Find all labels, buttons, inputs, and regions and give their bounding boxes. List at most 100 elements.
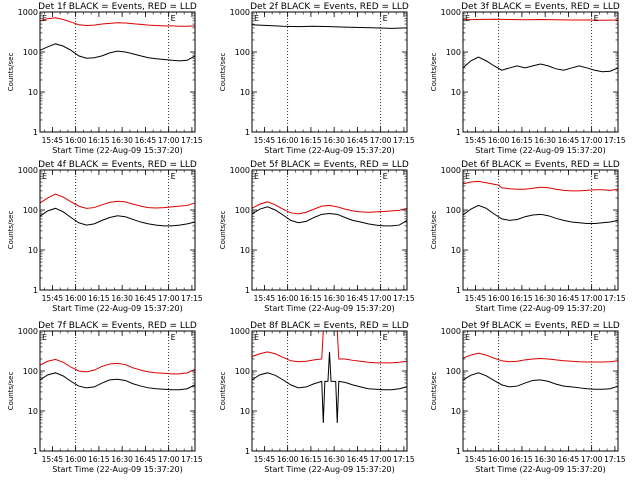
e-marker-left: E <box>254 14 259 23</box>
y-tick-label: 1000 <box>441 8 461 17</box>
x-tick-label: 17:00 <box>158 455 180 464</box>
e-marker-left: E <box>42 14 47 23</box>
x-tick-label: 16:15 <box>300 294 322 303</box>
x-axis-label: Start Time (22-Aug-09 15:37:20) <box>475 465 606 474</box>
x-tick-label: 15:45 <box>254 455 276 464</box>
e-marker-right: E <box>383 14 388 23</box>
x-tick-label: 15:45 <box>465 455 487 464</box>
y-tick-label: 10 <box>451 246 461 255</box>
x-tick-label: 17:00 <box>581 455 603 464</box>
panel-8: Det 8f BLACK = Events, RED = LLD 1 10 100 10… <box>219 321 415 474</box>
y-tick-label: 1000 <box>230 327 250 336</box>
x-tick-label: 16:15 <box>88 455 110 464</box>
y-tick-label: 100 <box>446 206 461 215</box>
x-tick-label: 16:00 <box>277 294 299 303</box>
x-tick-label: 16:00 <box>277 136 299 145</box>
x-tick-label: 15:45 <box>42 294 64 303</box>
series-lld-line <box>462 180 619 192</box>
x-tick-label: 17:15 <box>181 294 203 303</box>
x-tick-label: 17:00 <box>370 294 392 303</box>
y-tick-label: 100 <box>446 367 461 376</box>
x-tick-label: 16:30 <box>534 294 556 303</box>
x-axis-label: Start Time (22-Aug-09 15:37:20) <box>264 465 395 474</box>
e-marker-right: E <box>594 172 599 181</box>
x-tick-label: 15:45 <box>254 294 276 303</box>
x-axis-label: Start Time (22-Aug-09 15:37:20) <box>475 304 606 313</box>
x-tick-label: 16:30 <box>111 294 133 303</box>
y-tick-label: 10 <box>240 407 250 416</box>
x-axis-label: Start Time (22-Aug-09 15:37:20) <box>264 146 395 155</box>
x-tick-label: 17:15 <box>604 136 626 145</box>
x-tick-label: 17:00 <box>370 136 392 145</box>
y-tick-label: 100 <box>235 48 250 57</box>
x-tick-label: 17:00 <box>370 455 392 464</box>
e-marker-left: E <box>42 333 47 342</box>
x-tick-label: 17:00 <box>158 294 180 303</box>
panel-7: Det 7f BLACK = Events, RED = LLD 1 10 100 10… <box>7 321 203 474</box>
x-tick-label: 17:00 <box>581 136 603 145</box>
series-events-line <box>462 56 619 73</box>
e-marker-right: E <box>594 333 599 342</box>
y-tick-label: 100 <box>446 48 461 57</box>
y-tick-label: 1000 <box>230 166 250 175</box>
y-tick-label: 1 <box>33 447 38 456</box>
y-tick-label: 1 <box>33 128 38 137</box>
x-tick-label: 17:15 <box>181 136 203 145</box>
y-tick-label: 1 <box>456 447 461 456</box>
x-tick-label: 16:00 <box>488 294 510 303</box>
panel-6: Det 6f BLACK = Events, RED = LLD 1 10 100 10… <box>430 160 626 313</box>
e-marker-left: E <box>42 172 47 181</box>
y-tick-label: 1000 <box>18 8 38 17</box>
x-tick-label: 16:00 <box>488 455 510 464</box>
y-axis-label: Counts/sec <box>430 53 438 92</box>
x-tick-label: 15:45 <box>42 455 64 464</box>
series-lld-line <box>39 17 196 27</box>
x-tick-label: 16:30 <box>111 136 133 145</box>
x-tick-label: 16:45 <box>558 455 580 464</box>
x-tick-label: 16:15 <box>511 136 533 145</box>
x-tick-label: 16:30 <box>323 136 345 145</box>
y-axis-label: Counts/sec <box>7 53 15 92</box>
series-events-line <box>251 24 408 29</box>
x-tick-label: 16:45 <box>347 294 369 303</box>
y-axis-label: Counts/sec <box>219 372 227 411</box>
e-marker-left: E <box>465 14 470 23</box>
series-events-line <box>39 372 196 391</box>
e-marker-right: E <box>383 172 388 181</box>
panel-9: Det 9f BLACK = Events, RED = LLD 1 10 100 10… <box>430 321 626 474</box>
x-tick-label: 15:45 <box>465 294 487 303</box>
e-marker-right: E <box>171 172 176 181</box>
y-tick-label: 1000 <box>18 166 38 175</box>
plot-frame <box>39 330 196 452</box>
series-lld-line <box>462 18 619 21</box>
series-lld-line <box>39 193 196 209</box>
y-tick-label: 1 <box>456 128 461 137</box>
y-tick-label: 100 <box>23 367 38 376</box>
x-tick-label: 17:15 <box>604 294 626 303</box>
series-events-line <box>251 351 408 424</box>
y-tick-label: 100 <box>23 206 38 215</box>
x-axis-label: Start Time (22-Aug-09 15:37:20) <box>52 304 183 313</box>
plot-frame <box>251 11 408 133</box>
x-tick-label: 16:30 <box>111 455 133 464</box>
panel-title: Det 8f BLACK = Events, RED = LLD <box>250 321 409 331</box>
panel-4: Det 4f BLACK = Events, RED = LLD 1 10 100 10… <box>7 160 203 313</box>
plot-frame <box>39 11 196 133</box>
x-tick-label: 15:45 <box>254 136 276 145</box>
panel-3: Det 3f BLACK = Events, RED = LLD 1 10 100 10… <box>430 2 626 155</box>
e-marker-left: E <box>254 333 259 342</box>
series-events-line <box>462 204 619 224</box>
y-tick-label: 100 <box>235 367 250 376</box>
panel-title: Det 7f BLACK = Events, RED = LLD <box>38 321 197 331</box>
x-tick-label: 17:15 <box>393 455 415 464</box>
plot-frame <box>251 330 408 452</box>
x-tick-label: 16:45 <box>347 136 369 145</box>
x-tick-label: 16:30 <box>534 455 556 464</box>
y-tick-label: 10 <box>451 407 461 416</box>
series-events-line <box>251 206 408 227</box>
x-tick-label: 16:00 <box>65 455 87 464</box>
plot-frame <box>462 330 619 452</box>
y-tick-label: 10 <box>240 88 250 97</box>
x-axis-label: Start Time (22-Aug-09 15:37:20) <box>264 304 395 313</box>
